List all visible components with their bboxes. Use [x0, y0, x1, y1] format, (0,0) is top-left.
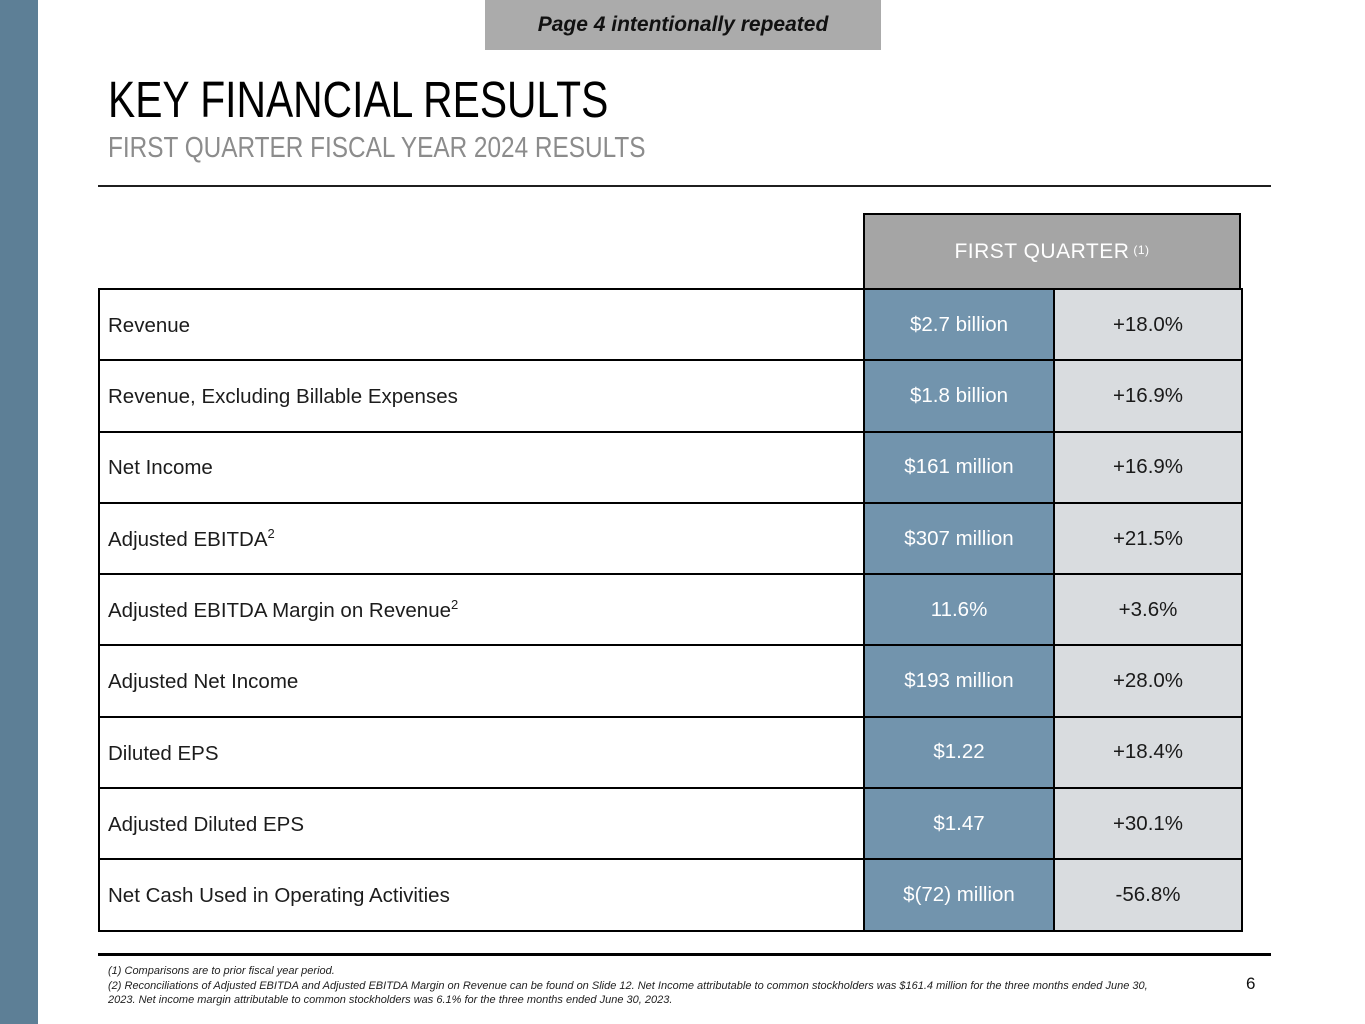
accent-side-bar [0, 0, 38, 1024]
metric-change-cell: +18.4% [1053, 715, 1243, 790]
metric-change-cell: +3.6% [1053, 573, 1243, 647]
metric-label-cell: Net Income [98, 430, 865, 504]
footnote-divider-line [98, 953, 1271, 956]
metric-label: Diluted EPS [108, 741, 219, 765]
metric-value-cell: $1.22 [863, 715, 1055, 790]
title-divider-line [98, 185, 1271, 187]
metric-value-cell: $1.47 [863, 787, 1055, 861]
first-quarter-column-header: FIRST QUARTER (1) [863, 213, 1241, 290]
page-number: 6 [1246, 974, 1256, 993]
metric-change-cell: +21.5% [1053, 501, 1243, 576]
slide-subtitle: FIRST QUARTER FISCAL YEAR 2024 RESULTS [108, 132, 646, 164]
metric-label: Net Income [108, 456, 213, 480]
metric-change-cell: +18.0% [1053, 287, 1243, 362]
metric-value-cell: $(72) million [863, 858, 1055, 932]
metric-label-cell: Adjusted EBITDA2 [98, 501, 865, 576]
table-row: Net Income $161 million +16.9% [98, 430, 1243, 504]
metric-label-cell: Net Cash Used in Operating Activities [98, 858, 865, 932]
footnote-2: (2) Reconciliations of Adjusted EBITDA a… [108, 979, 1148, 1007]
metric-label: Adjusted EBITDA [108, 527, 268, 551]
metric-label-cell: Adjusted Net Income [98, 644, 865, 718]
table-row: Revenue $2.7 billion +18.0% [98, 287, 1243, 362]
table-row: Adjusted EBITDA Margin on Revenue2 11.6%… [98, 573, 1243, 647]
footnotes: (1) Comparisons are to prior fiscal year… [108, 964, 1170, 1008]
metric-value-cell: $193 million [863, 644, 1055, 718]
column-header-text: FIRST QUARTER [954, 239, 1130, 263]
metric-value-cell: $307 million [863, 501, 1055, 576]
metric-label-cell: Diluted EPS [98, 715, 865, 790]
table-row: Adjusted EBITDA2 $307 million +21.5% [98, 501, 1243, 576]
footnote-ref: 2 [451, 596, 459, 612]
metric-label-cell: Revenue, Excluding Billable Expenses [98, 359, 865, 433]
metric-change-cell: +16.9% [1053, 430, 1243, 504]
metric-label: Net Cash Used in Operating Activities [108, 883, 450, 907]
table-row: Diluted EPS $1.22 +18.4% [98, 715, 1243, 790]
table-row: Adjusted Net Income $193 million +28.0% [98, 644, 1243, 718]
metric-label: Adjusted Diluted EPS [108, 812, 305, 836]
metric-change-cell: -56.8% [1053, 858, 1243, 932]
metric-value-cell: 11.6% [863, 573, 1055, 647]
metric-label: Revenue, Excluding Billable Expenses [108, 384, 458, 408]
footnote-ref: 2 [267, 525, 275, 541]
metric-value-cell: $161 million [863, 430, 1055, 504]
metric-value-cell: $2.7 billion [863, 287, 1055, 362]
metric-change-cell: +30.1% [1053, 787, 1243, 861]
metric-label-cell: Adjusted Diluted EPS [98, 787, 865, 861]
metric-change-cell: +28.0% [1053, 644, 1243, 718]
footnote-1: (1) Comparisons are to prior fiscal year… [108, 965, 335, 977]
metric-label: Revenue [108, 313, 191, 337]
table-row: Adjusted Diluted EPS $1.47 +30.1% [98, 787, 1243, 861]
repeated-page-banner-text: Page 4 intentionally repeated [537, 13, 829, 36]
repeated-page-banner: Page 4 intentionally repeated [485, 0, 881, 50]
metric-value-cell: $1.8 billion [863, 359, 1055, 433]
table-row: Revenue, Excluding Billable Expenses $1.… [98, 359, 1243, 433]
metric-label-cell: Revenue [98, 287, 865, 362]
metric-change-cell: +16.9% [1053, 359, 1243, 433]
key-financial-results-table: Revenue $2.7 billion +18.0% Revenue, Exc… [98, 287, 1243, 932]
slide-title: KEY FINANCIAL RESULTS [108, 71, 609, 128]
metric-label: Adjusted EBITDA Margin on Revenue [108, 598, 451, 622]
metric-label-cell: Adjusted EBITDA Margin on Revenue2 [98, 573, 865, 647]
table-row: Net Cash Used in Operating Activities $(… [98, 858, 1243, 932]
column-header-footnote-ref: (1) [1133, 242, 1150, 257]
metric-label: Adjusted Net Income [108, 670, 299, 694]
